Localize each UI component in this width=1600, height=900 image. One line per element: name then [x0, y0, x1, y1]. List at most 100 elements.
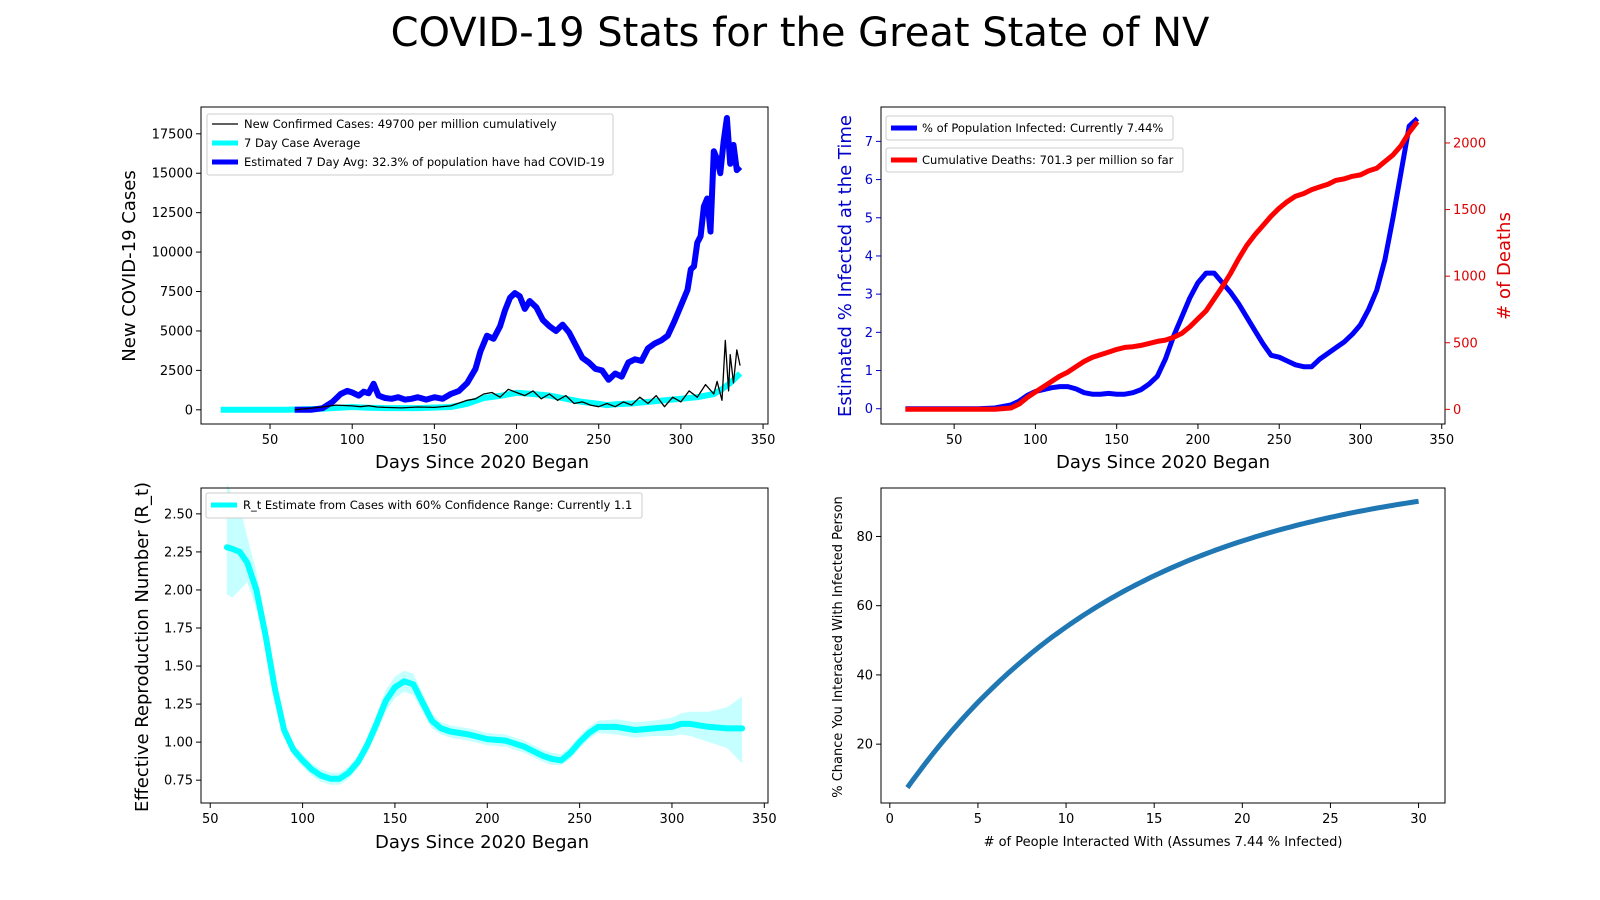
rt-xtick-label: 300 [660, 812, 685, 827]
rt-ytick-label: 1.25 [164, 698, 193, 713]
infected-ytick-label: 4 [865, 249, 873, 264]
page-title: COVID-19 Stats for the Great State of NV [390, 10, 1210, 56]
infected-series-pct_infected [905, 116, 1420, 412]
rt-xtick-label: 200 [475, 812, 500, 827]
rt-frame [200, 487, 769, 804]
cases-series-avg7 [220, 371, 743, 413]
deaths-ylabel: # of Deaths [1494, 212, 1515, 320]
rt-xtick-label: 150 [383, 812, 408, 827]
infected-legend-label: % of Population Infected: Currently 7.44… [922, 121, 1163, 135]
chance-xtick-label: 0 [886, 812, 894, 827]
chance-xtick-label: 10 [1058, 812, 1075, 827]
chance-xtick-label: 5 [974, 812, 982, 827]
deaths-legend-label: Cumulative Deaths: 701.3 per million so … [922, 153, 1174, 167]
cases-xtick-label: 50 [262, 433, 279, 448]
infected-frame [880, 106, 1446, 425]
rt-legend-label: R_t Estimate from Cases with 60% Confide… [243, 498, 632, 512]
cases-legend: New Confirmed Cases: 49700 per million c… [206, 113, 614, 176]
infected-xtick-label: 300 [1348, 433, 1373, 448]
rt-ytick-label: 2.00 [164, 583, 193, 598]
rt-xlabel: Days Since 2020 Began [375, 832, 589, 853]
rt-ytick-label: 1.75 [164, 622, 193, 637]
rt-chart: Days Since 2020 Began Effective Reproduc… [132, 482, 777, 853]
cases-ytick-label: 7500 [160, 285, 193, 300]
chance-ylabel: % Chance You Interacted With Infected Pe… [831, 496, 846, 798]
cases-legend-box [206, 113, 614, 176]
cases-ytick-label: 10000 [152, 246, 193, 261]
infected-ytick-label: 5 [865, 211, 873, 226]
cases-series-estimated [294, 115, 743, 413]
cases-xlabel: Days Since 2020 Began [375, 452, 589, 473]
chance-ytick-label: 20 [856, 738, 873, 753]
rt-ytick-label: 1.50 [164, 660, 193, 675]
infected-ytick-label: 7 [865, 135, 873, 150]
rt-ytick-label: 2.25 [164, 545, 193, 560]
infected-xtick-label: 350 [1429, 433, 1454, 448]
infected-ytick-label: 2 [865, 326, 873, 341]
infected-series-deaths [905, 120, 1420, 412]
deaths-ytick-label: 500 [1453, 336, 1478, 351]
rt-ytick-label: 0.75 [164, 774, 193, 789]
chance-xlabel: # of People Interacted With (Assumes 7.4… [984, 835, 1343, 850]
infected-ylabel: Estimated % Infected at the Time [835, 115, 856, 417]
infected-xtick-label: 100 [1023, 433, 1048, 448]
infected-xtick-label: 200 [1186, 433, 1211, 448]
cases-ytick-label: 0 [185, 403, 193, 418]
cases-legend-avg: 7 Day Case Average [244, 136, 360, 150]
cases-ytick-label: 2500 [160, 364, 193, 379]
cases-ylabel: New COVID-19 Cases [119, 170, 140, 361]
chance-xtick-label: 25 [1322, 812, 1339, 827]
infected-ytick-label: 6 [865, 173, 873, 188]
infected-ytick-label: 3 [865, 288, 873, 303]
chance-xtick-label: 20 [1234, 812, 1251, 827]
infected-ytick-label: 1 [865, 364, 873, 379]
infected-xlabel: Days Since 2020 Began [1056, 452, 1270, 473]
rt-ytick-label: 1.00 [164, 736, 193, 751]
rt-legend: R_t Estimate from Cases with 60% Confide… [205, 492, 643, 519]
chance-series [905, 498, 1419, 790]
cases-ytick-label: 12500 [152, 206, 193, 221]
cases-legend-est: Estimated 7 Day Avg: 32.3% of population… [244, 155, 605, 169]
chance-ytick-label: 80 [856, 530, 873, 545]
infected-legend-box-1 [885, 115, 1174, 141]
cases-xtick-label: 200 [504, 433, 529, 448]
infected-deaths-chart: Days Since 2020 Began Estimated % Infect… [835, 106, 1515, 473]
deaths-legend-box [885, 147, 1184, 173]
cases-frame [200, 106, 769, 425]
deaths-ytick-label: 0 [1453, 403, 1461, 418]
rt-ylabel: Effective Reproduction Number (R_t) [132, 482, 153, 812]
rt-xtick-label: 100 [290, 812, 315, 827]
chance-ytick-label: 40 [856, 668, 873, 683]
infected-xtick-label: 50 [946, 433, 963, 448]
cases-chart: Days Since 2020 Began New COVID-19 Cases… [119, 106, 776, 473]
cases-ytick-label: 17500 [152, 127, 193, 142]
rt-legend-box [205, 492, 643, 519]
cases-xtick-label: 250 [586, 433, 611, 448]
deaths-ytick-label: 1000 [1453, 270, 1486, 285]
cases-xtick-label: 350 [751, 433, 776, 448]
infected-xtick-label: 150 [1104, 433, 1129, 448]
cases-legend-daily: New Confirmed Cases: 49700 per million c… [244, 117, 557, 131]
cases-ytick-label: 15000 [152, 167, 193, 182]
deaths-ytick-label: 2000 [1453, 136, 1486, 151]
rt-xtick-label: 250 [567, 812, 592, 827]
chance-xtick-label: 15 [1146, 812, 1163, 827]
rt-series [223, 544, 746, 782]
chance-chart: # of People Interacted With (Assumes 7.4… [831, 487, 1446, 850]
infected-xtick-label: 250 [1267, 433, 1292, 448]
deaths-ytick-label: 1500 [1453, 203, 1486, 218]
cases-series-daily [294, 339, 741, 411]
chance-ytick-label: 60 [856, 599, 873, 614]
infected-ytick-label: 0 [865, 402, 873, 417]
rt-xtick-label: 50 [202, 812, 219, 827]
rt-xtick-label: 350 [752, 812, 777, 827]
cases-ytick-label: 5000 [160, 324, 193, 339]
chance-frame [880, 487, 1446, 804]
infected-legend: % of Population Infected: Currently 7.44… [885, 115, 1184, 173]
rt-ytick-label: 2.50 [164, 507, 193, 522]
cases-xtick-label: 300 [668, 433, 693, 448]
chance-xtick-label: 30 [1410, 812, 1427, 827]
cases-xtick-label: 100 [340, 433, 365, 448]
cases-xtick-label: 150 [422, 433, 447, 448]
